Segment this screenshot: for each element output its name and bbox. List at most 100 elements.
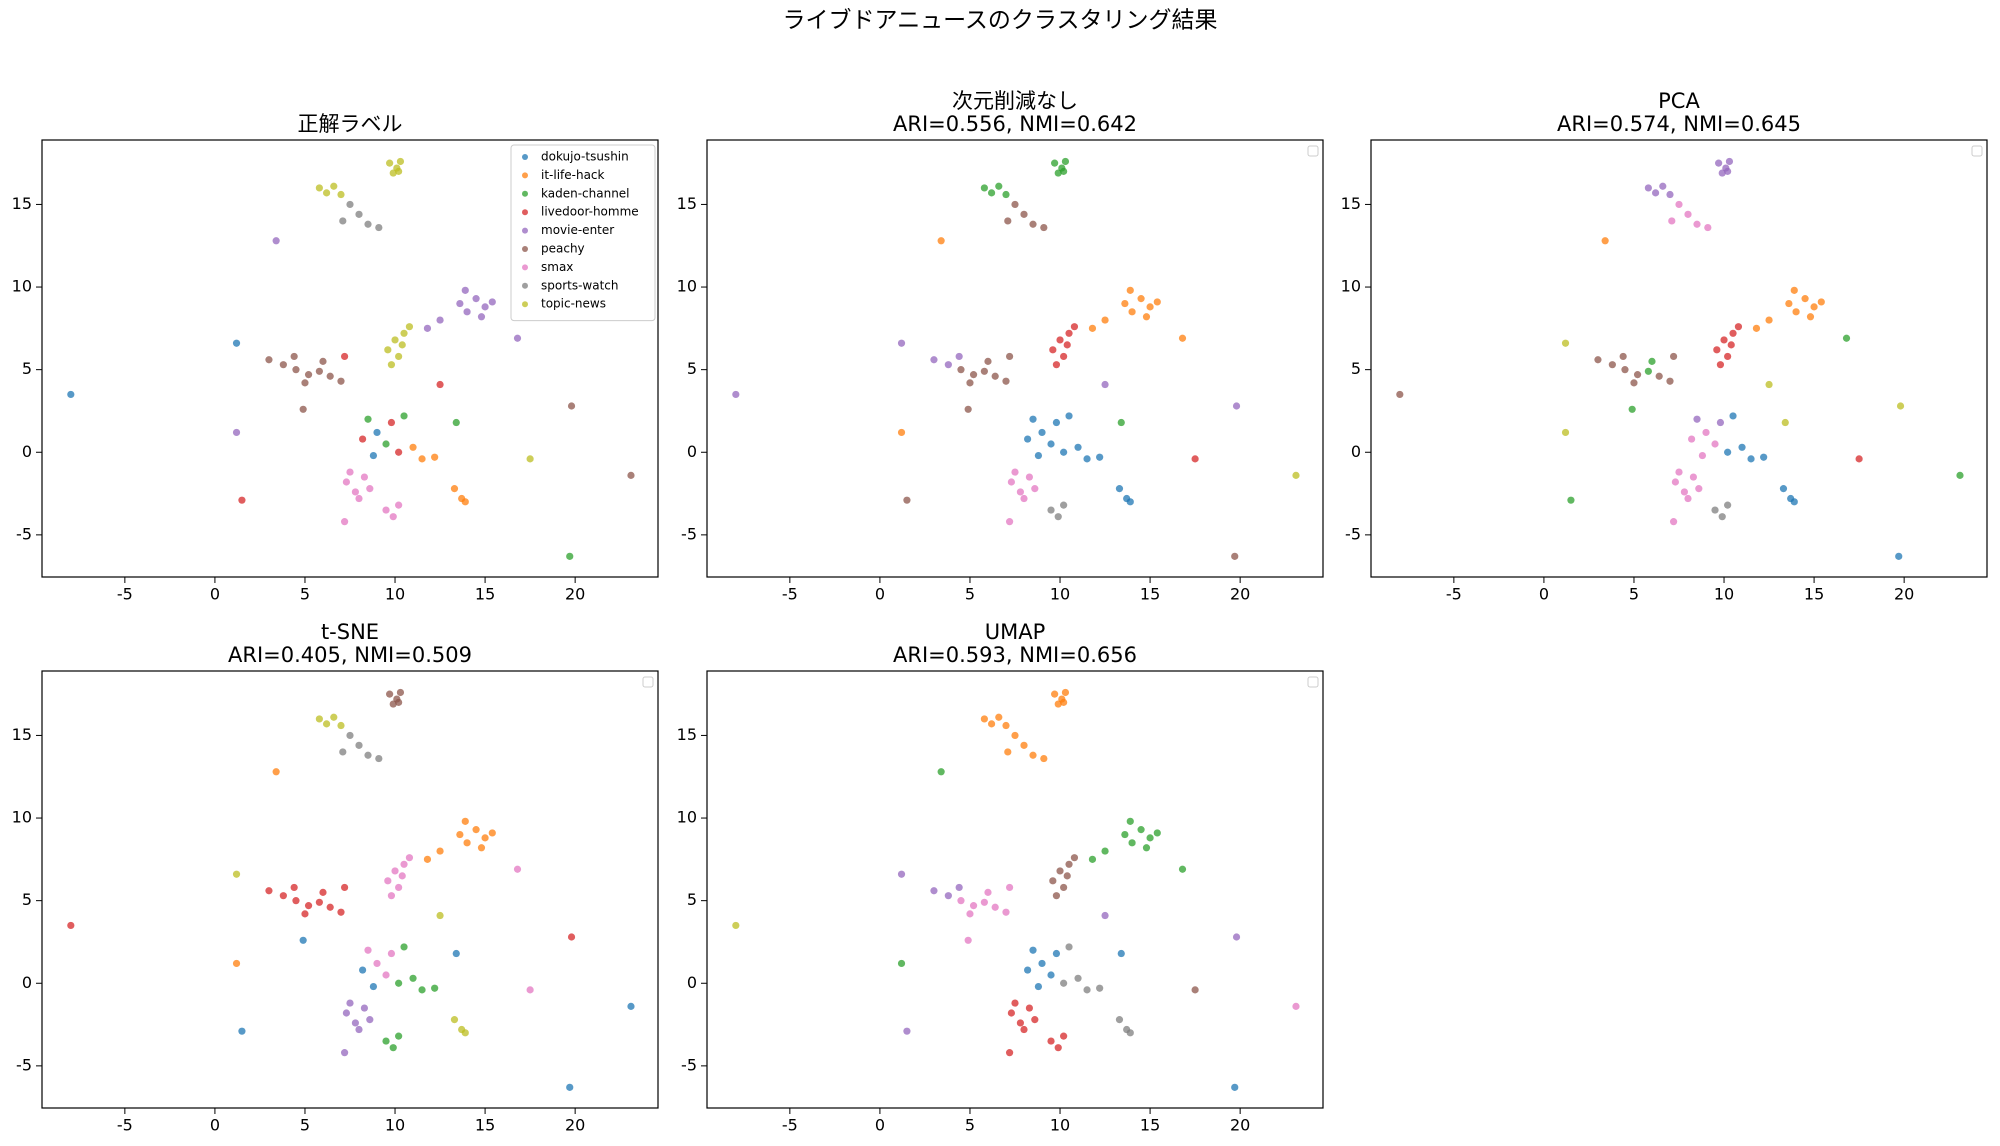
points xyxy=(1396,157,1964,560)
point xyxy=(418,455,426,463)
point xyxy=(1608,361,1616,369)
point xyxy=(351,488,360,496)
point xyxy=(995,182,1003,190)
point xyxy=(1671,478,1679,486)
point xyxy=(1065,329,1073,337)
point xyxy=(984,888,992,896)
point xyxy=(299,405,307,413)
point xyxy=(400,412,408,420)
point xyxy=(342,1009,350,1017)
point xyxy=(355,494,363,503)
legend-label: topic-news xyxy=(541,297,606,311)
point xyxy=(463,839,471,847)
point xyxy=(1024,435,1032,443)
plot-title: PCA xyxy=(1658,89,1700,113)
point xyxy=(452,949,460,958)
legend-label: smax xyxy=(541,260,573,274)
point xyxy=(265,887,273,895)
point xyxy=(1633,371,1642,379)
points xyxy=(67,157,635,560)
point xyxy=(1007,1009,1015,1017)
point xyxy=(391,336,399,344)
point xyxy=(991,903,999,911)
point xyxy=(398,341,406,349)
point xyxy=(232,339,241,347)
point xyxy=(326,903,334,911)
point xyxy=(1716,418,1725,427)
point xyxy=(1621,366,1629,374)
point xyxy=(1648,357,1656,365)
axes-frame xyxy=(706,139,1324,578)
y-tick-label: 0 xyxy=(22,973,32,992)
y-tick-label: -5 xyxy=(681,524,697,543)
x-tick-label: 5 xyxy=(965,1116,975,1135)
point xyxy=(944,361,952,369)
point xyxy=(1704,223,1712,232)
x-tick-label: -5 xyxy=(1446,585,1462,604)
point xyxy=(1029,220,1037,228)
point xyxy=(1047,440,1055,448)
point xyxy=(955,883,963,892)
point xyxy=(1619,352,1627,361)
x-tick-label: 5 xyxy=(300,585,310,604)
point xyxy=(232,428,241,437)
point xyxy=(1060,167,1068,175)
x-tick-label: -5 xyxy=(782,585,798,604)
point xyxy=(1101,316,1109,324)
point xyxy=(1029,751,1037,759)
point xyxy=(1126,817,1134,825)
point xyxy=(346,999,354,1007)
point xyxy=(337,908,345,916)
point xyxy=(400,943,408,951)
point xyxy=(340,1049,349,1057)
point xyxy=(1781,418,1789,427)
point xyxy=(1729,329,1737,337)
x-tick-label: 10 xyxy=(1714,585,1734,604)
legend-label: sports-watch xyxy=(541,278,619,292)
point xyxy=(964,405,972,413)
point xyxy=(966,379,974,387)
point xyxy=(67,921,75,930)
x-tick-label: -5 xyxy=(117,1116,133,1135)
point xyxy=(304,902,313,910)
y-tick-label: -5 xyxy=(1345,524,1361,543)
point xyxy=(1137,826,1145,834)
y-tick-label: -5 xyxy=(16,524,32,543)
legend-marker xyxy=(522,246,528,252)
point xyxy=(1020,741,1028,749)
point xyxy=(315,715,323,723)
point xyxy=(395,352,403,361)
point xyxy=(1040,223,1048,232)
point xyxy=(1060,698,1068,706)
point xyxy=(980,715,988,723)
point xyxy=(897,428,906,437)
x-tick-label: 15 xyxy=(1140,1116,1160,1135)
axes-frame xyxy=(1370,139,1988,578)
point xyxy=(395,448,403,456)
point xyxy=(477,844,486,852)
point xyxy=(369,451,378,460)
point xyxy=(452,418,460,427)
point xyxy=(1117,418,1125,427)
point xyxy=(315,898,323,906)
point xyxy=(461,817,469,825)
legend-marker xyxy=(522,227,528,234)
point xyxy=(1817,298,1825,306)
legend-label: kaden-channel xyxy=(541,186,630,200)
point xyxy=(340,883,349,892)
point xyxy=(1680,488,1689,496)
point xyxy=(1724,501,1732,509)
legend-marker xyxy=(522,301,528,308)
legend-label: it-life-hack xyxy=(541,168,605,182)
legend-marker xyxy=(522,154,528,160)
x-tick-label: 20 xyxy=(1230,585,1250,604)
point xyxy=(1101,847,1109,855)
x-tick-label: 5 xyxy=(965,585,975,604)
point xyxy=(355,741,363,749)
point xyxy=(1020,210,1028,218)
point xyxy=(304,371,313,379)
point xyxy=(340,518,349,526)
point xyxy=(395,883,403,892)
point xyxy=(450,485,459,493)
point xyxy=(322,720,331,728)
